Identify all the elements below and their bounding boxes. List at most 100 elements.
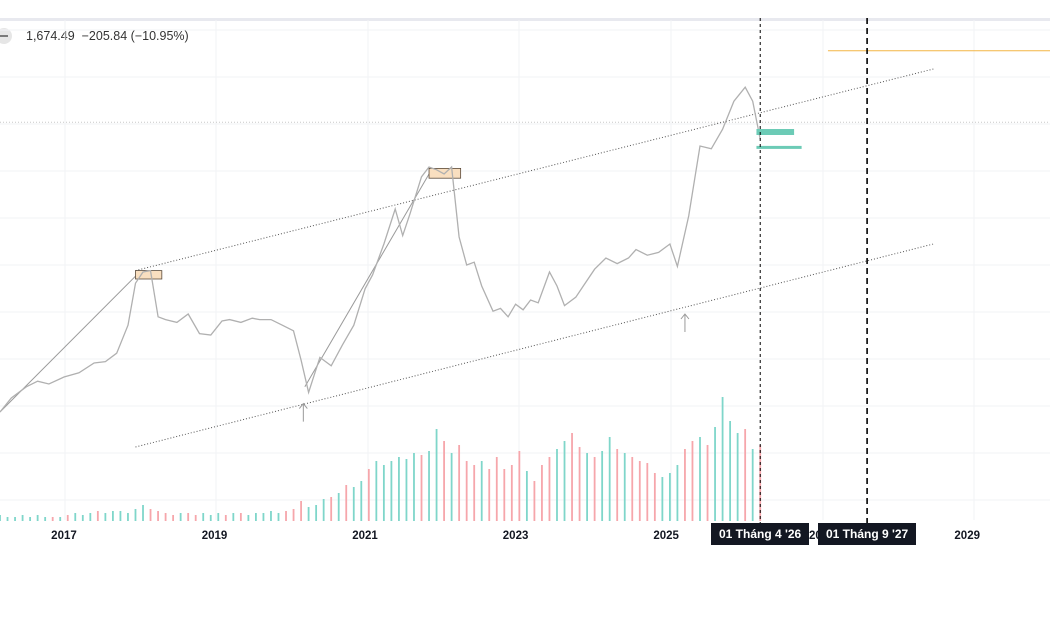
volume-bar	[262, 513, 265, 521]
horizontal-levels	[0, 50, 1050, 123]
top-bar	[0, 0, 1050, 21]
volume-bar	[405, 459, 408, 521]
volume-bar	[352, 487, 355, 521]
volume-bar	[285, 511, 287, 521]
volume-bar	[209, 515, 212, 521]
volume-bar	[653, 473, 656, 521]
volume-bar	[59, 517, 62, 521]
volume-bar	[631, 457, 634, 521]
up-arrow-marker	[298, 402, 308, 422]
volume-bar	[586, 453, 588, 521]
volume-bar	[315, 505, 318, 521]
volume-bar	[518, 451, 521, 521]
volume-bar	[149, 509, 152, 521]
volume-bar	[751, 449, 754, 521]
volume-bar	[699, 437, 701, 521]
volume-bar	[488, 469, 491, 521]
volume-bar	[255, 513, 257, 521]
volume-bar	[127, 513, 129, 521]
volume-bar	[277, 513, 280, 521]
volume-bar	[232, 513, 235, 521]
volume-bar	[450, 453, 453, 521]
volume-bar	[721, 397, 724, 521]
volume-bar	[593, 457, 596, 521]
channel-upper-line	[135, 68, 934, 272]
date-marker-tag[interactable]: 01 Tháng 9 '27	[818, 523, 917, 545]
volume-bar	[495, 457, 498, 521]
volume-bar	[217, 513, 220, 521]
volume-bar	[541, 465, 543, 521]
volume-bar	[533, 481, 536, 521]
volume-bar	[36, 515, 39, 521]
volume-bar	[714, 427, 716, 521]
volume-bar	[608, 437, 611, 521]
volume-bar	[744, 429, 747, 521]
volume-bar	[51, 517, 54, 521]
volume-bar	[480, 461, 483, 521]
x-axis-tick-label: 2029	[954, 530, 980, 542]
highlight-boxes	[135, 167, 462, 280]
volume-bar	[6, 517, 9, 521]
volume-bar	[375, 461, 378, 521]
volume-bar	[172, 515, 175, 521]
volume-bar	[345, 485, 348, 521]
x-axis-tick-label: 2017	[51, 530, 77, 542]
volume-bar	[142, 505, 144, 521]
volume-bar	[66, 515, 69, 521]
volume-bar	[435, 429, 438, 521]
volume-bar	[247, 515, 250, 521]
volume-bar	[691, 441, 694, 521]
chart-grid	[0, 20, 1050, 520]
date-marker-tag[interactable]: 01 Tháng 4 '26	[711, 523, 810, 545]
volume-bar	[548, 457, 551, 521]
volume-bar	[119, 511, 122, 521]
volume-bar	[307, 507, 310, 521]
volume-bar	[623, 453, 626, 521]
channel-lower-line	[135, 243, 934, 448]
legend-change: −205.84	[81, 29, 128, 43]
volume-bars	[0, 397, 762, 521]
volume-bar	[578, 447, 581, 521]
volume-bar	[194, 515, 197, 521]
volume-bar	[104, 513, 107, 521]
volume-bar	[21, 515, 24, 521]
volume-bar	[428, 451, 430, 521]
volume-bar	[736, 433, 739, 521]
volume-bar	[134, 509, 137, 521]
volume-bar	[706, 445, 709, 521]
volume-bar	[202, 513, 205, 521]
trend-line	[304, 173, 430, 388]
volume-bar	[668, 473, 671, 521]
volume-bar	[187, 513, 190, 521]
hide-series-icon[interactable]	[0, 28, 12, 44]
volume-bar	[661, 477, 664, 521]
volume-bar	[443, 441, 445, 521]
volume-bar	[525, 471, 528, 521]
volume-bar	[292, 509, 295, 521]
volume-bar	[44, 517, 47, 521]
volume-bar	[729, 421, 732, 521]
x-axis: 201720192021202320252029202	[51, 530, 980, 542]
volume-bar	[638, 461, 641, 521]
volume-bar	[112, 511, 114, 521]
volume-bar	[413, 453, 415, 521]
volume-bar	[0, 515, 1, 521]
ohlc-legend: 1,674.49 −205.84 (−10.95%)	[0, 27, 189, 45]
volume-bar	[676, 465, 679, 521]
volume-bar	[420, 455, 423, 521]
forecast-bar	[756, 129, 795, 135]
volume-bar	[81, 515, 84, 521]
volume-bar	[330, 497, 333, 521]
volume-bar	[367, 469, 370, 521]
volume-bar	[96, 511, 99, 521]
x-axis-tick-label: 2021	[352, 530, 378, 542]
trend-channel	[135, 68, 934, 448]
volume-bar	[164, 513, 167, 521]
volume-bar	[556, 449, 558, 521]
forecast-bars	[756, 129, 802, 149]
volume-bar	[458, 445, 461, 521]
volume-bar	[646, 463, 649, 521]
volume-bar	[616, 449, 619, 521]
volume-bar	[270, 511, 272, 521]
